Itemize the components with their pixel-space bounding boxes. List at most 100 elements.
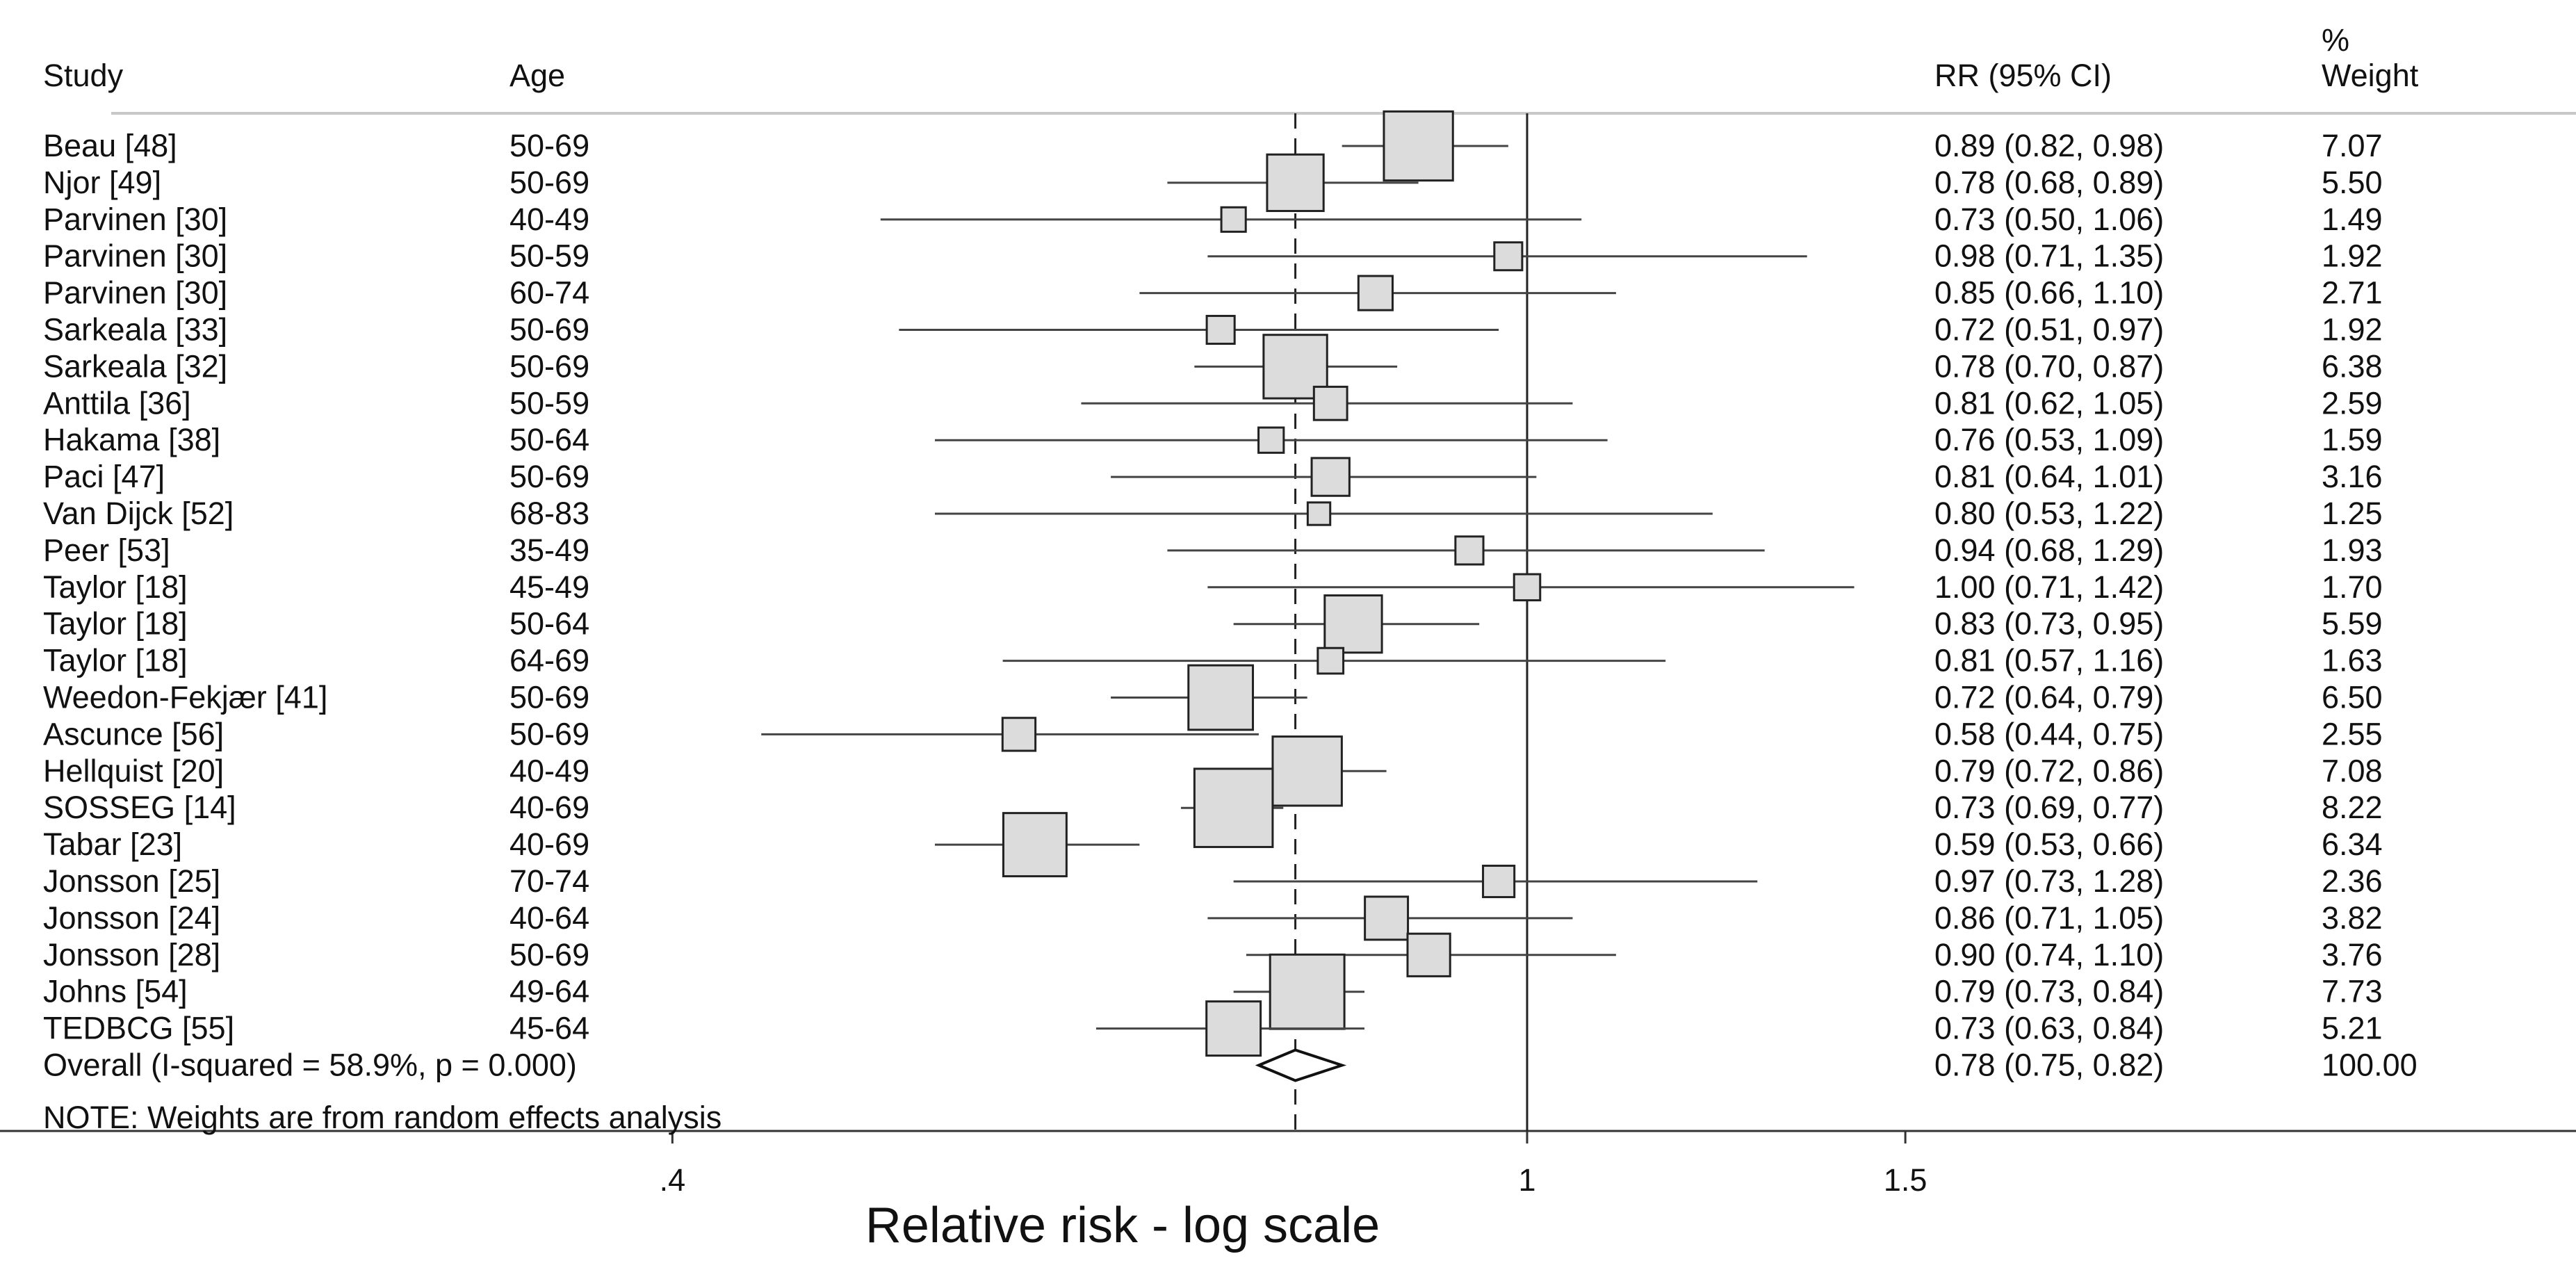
study-weight: 7.07 [2322,128,2383,163]
study-rr-ci: 0.89 (0.82, 0.98) [1934,128,2164,163]
x-tick-label: 1.5 [1884,1162,1927,1198]
study-rr-ci: 0.81 (0.64, 1.01) [1934,459,2164,494]
study-row: Sarkeala [33] 50-69 0.72 (0.51, 0.97) 1.92 [43,312,2383,348]
point-estimate [1493,241,1524,272]
study-name: Parvinen [30] [43,202,227,237]
study-row: Beau [48] 50-69 0.89 (0.82, 0.98) 7.07 [43,110,2383,182]
study-row: SOSSEG [14] 40-69 0.73 (0.69, 0.77) 8.22 [43,767,2383,848]
point-estimate [1316,646,1345,675]
study-weight: 6.50 [2322,680,2383,715]
study-rr-ci: 0.58 (0.44, 0.75) [1934,716,2164,751]
note-text: NOTE: Weights are from random effects an… [43,1100,722,1135]
study-weight: 8.22 [2322,790,2383,825]
header-age: Age [510,58,565,93]
study-weight: 5.21 [2322,1011,2383,1046]
study-age: 50-59 [510,238,589,274]
study-weight: 1.70 [2322,569,2383,605]
study-weight: 1.93 [2322,532,2383,568]
study-rr-ci: 0.81 (0.62, 1.05) [1934,385,2164,421]
header-rr-ci: RR (95% CI) [1934,58,2112,93]
study-name: Peer [53] [43,532,170,568]
study-age: 45-49 [510,569,589,605]
study-age: 50-64 [510,606,589,642]
study-age: 50-69 [510,937,589,972]
study-name: Beau [48] [43,128,177,163]
study-weight: 1.63 [2322,643,2383,678]
study-weight: 6.34 [2322,827,2383,862]
study-weight: 1.92 [2322,238,2383,274]
study-age: 50-59 [510,385,589,421]
point-estimate [1383,110,1454,182]
study-name: Tabar [23] [43,827,182,862]
study-name: Parvinen [30] [43,275,227,311]
study-name: Njor [49] [43,165,161,200]
study-name: Jonsson [24] [43,900,220,936]
header-weight: Weight [2322,58,2419,93]
point-estimate [1454,535,1485,566]
study-row: Njor [49] 50-69 0.78 (0.68, 0.89) 5.50 [43,153,2383,213]
study-rr-ci: 0.73 (0.69, 0.77) [1934,790,2164,825]
study-row: Taylor [18] 45-49 1.00 (0.71, 1.42) 1.70 [43,569,2383,605]
study-row: Peer [53] 35-49 0.94 (0.68, 1.29) 1.93 [43,532,2383,568]
study-weight: 7.73 [2322,974,2383,1009]
study-rr-ci: 0.73 (0.63, 0.84) [1934,1011,2164,1046]
study-name: Ascunce [56] [43,716,224,751]
study-rr-ci: 0.73 (0.50, 1.06) [1934,202,2164,237]
point-estimate [1193,767,1274,848]
study-row: Jonsson [28] 50-69 0.90 (0.74, 1.10) 3.76 [43,932,2383,977]
point-estimate [1323,594,1383,654]
study-rr-ci: 0.78 (0.68, 0.89) [1934,165,2164,200]
study-row: Ascunce [56] 50-69 0.58 (0.44, 0.75) 2.55 [43,716,2383,752]
study-rr-ci: 0.85 (0.66, 1.10) [1934,275,2164,311]
study-weight: 5.50 [2322,165,2383,200]
study-weight: 2.36 [2322,863,2383,899]
overall-label: Overall (I-squared = 58.9%, p = 0.000) [43,1048,577,1083]
point-estimate [1257,426,1285,454]
study-name: Parvinen [30] [43,238,227,274]
study-weight: 1.92 [2322,312,2383,348]
study-weight: 1.25 [2322,496,2383,531]
study-age: 40-49 [510,753,589,788]
study-row: Johns [54] 49-64 0.79 (0.73, 0.84) 7.73 [43,953,2383,1030]
study-row: Tabar [23] 40-69 0.59 (0.53, 0.66) 6.34 [43,812,2383,878]
x-tick-label: .4 [660,1162,686,1198]
study-rr-ci: 0.76 (0.53, 1.09) [1934,422,2164,457]
study-row: Parvinen [30] 50-59 0.98 (0.71, 1.35) 1.92 [43,238,2383,274]
study-rr-ci: 0.79 (0.72, 0.86) [1934,753,2164,788]
point-estimate [1187,664,1255,731]
study-age: 40-49 [510,202,589,237]
study-row: Sarkeala [32] 50-69 0.78 (0.70, 0.87) 6.38 [43,334,2383,400]
point-estimate [1271,735,1343,807]
study-rr-ci: 0.59 (0.53, 0.66) [1934,827,2164,862]
study-weight: 2.55 [2322,716,2383,751]
x-tick-label: 1 [1518,1162,1535,1198]
study-row: Jonsson [24] 40-64 0.86 (0.71, 1.05) 3.82 [43,895,2383,941]
study-name: Taylor [18] [43,569,188,605]
study-weight: 1.59 [2322,422,2383,457]
study-age: 50-69 [510,680,589,715]
study-age: 50-69 [510,459,589,494]
study-age: 45-64 [510,1011,589,1046]
study-age: 50-69 [510,716,589,751]
overall-diamond [1255,1048,1347,1082]
study-name: SOSSEG [14] [43,790,236,825]
study-rr-ci: 0.86 (0.71, 1.05) [1934,900,2164,936]
study-name: Van Dijck [52] [43,496,234,531]
study-rr-ci: 0.72 (0.64, 0.79) [1934,680,2164,715]
point-estimate [1269,953,1346,1030]
study-name: Taylor [18] [43,643,188,678]
study-weight: 2.71 [2322,275,2383,311]
study-weight: 1.49 [2322,202,2383,237]
study-rr-ci: 0.78 (0.70, 0.87) [1934,348,2164,384]
overall-weight: 100.00 [2322,1048,2418,1083]
study-row: Anttila [36] 50-59 0.81 (0.62, 1.05) 2.59 [43,385,2383,421]
study-weight: 5.59 [2322,606,2383,642]
point-estimate [1002,812,1068,878]
study-name: Sarkeala [32] [43,348,227,384]
study-name: Taylor [18] [43,606,188,642]
study-weight: 3.16 [2322,459,2383,494]
point-estimate [1357,275,1394,311]
x-axis-label: Relative risk - log scale [865,1198,1380,1253]
point-estimate [1310,457,1351,497]
